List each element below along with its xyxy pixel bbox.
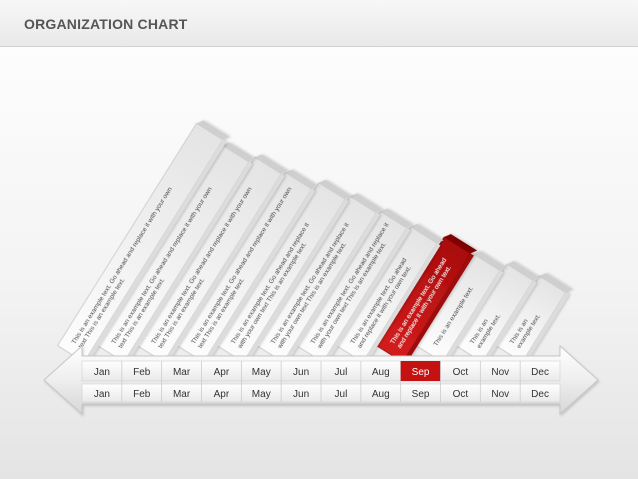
bar-bevel	[196, 120, 230, 140]
month-label-top-jun: Jun	[293, 367, 309, 378]
month-label-bottom-apr: Apr	[214, 389, 230, 400]
month-label-bottom-mar: Mar	[173, 389, 191, 400]
bar-underside	[402, 253, 474, 365]
month-label-top-may: May	[252, 367, 271, 378]
month-label-bottom-jun: Jun	[293, 389, 309, 400]
bar-bevel	[444, 234, 478, 254]
bar-underside	[283, 212, 380, 365]
month-label-bottom-jan: Jan	[94, 389, 110, 400]
highlight-cell	[400, 361, 441, 381]
bar-bevel	[285, 169, 319, 189]
bar-underside	[163, 173, 285, 365]
bar-bevel	[473, 251, 507, 271]
month-label-top-feb: Feb	[133, 367, 151, 378]
month-label-bottom-dec: Dec	[531, 389, 549, 400]
month-label-bottom-jul: Jul	[335, 389, 348, 400]
month-label-top-dec: Dec	[531, 367, 549, 378]
bar-underside	[84, 139, 227, 365]
bar-underside	[362, 243, 441, 365]
month-label-bottom-sep: Sep	[412, 389, 430, 400]
month-label-bottom-nov: Nov	[491, 389, 509, 400]
bar-bevel	[350, 193, 384, 213]
bar-underside	[522, 292, 570, 365]
month-label-top-nov: Nov	[491, 367, 509, 378]
month-label-top-mar: Mar	[173, 367, 191, 378]
month-label-top-apr: Apr	[214, 367, 230, 378]
month-label-top-aug: Aug	[372, 367, 390, 378]
bar-bevel	[539, 273, 573, 293]
month-label-bottom-may: May	[252, 389, 271, 400]
bar-underside	[123, 161, 253, 365]
bar-bevel	[255, 154, 288, 174]
bar-bevel	[410, 223, 444, 244]
month-label-bottom-feb: Feb	[133, 389, 151, 400]
month-label-top-oct: Oct	[453, 367, 469, 378]
bar-underside	[243, 199, 349, 365]
bar-underside	[442, 270, 504, 365]
month-label-top-sep: Sep	[412, 367, 430, 378]
bar-underside	[203, 188, 315, 365]
bar-underside	[323, 228, 411, 365]
month-label-bottom-oct: Oct	[453, 389, 469, 400]
month-label-top-jul: Jul	[335, 367, 348, 378]
page-title: ORGANIZATION CHART	[24, 16, 188, 32]
month-label-bottom-aug: Aug	[372, 389, 390, 400]
title-bar: ORGANIZATION CHART	[0, 0, 638, 47]
bar-bevel	[318, 179, 352, 200]
bar-bevel	[222, 142, 256, 162]
bar-bevel	[506, 261, 540, 281]
bar-bevel	[380, 208, 414, 229]
bar-underside	[482, 280, 537, 365]
month-label-top-jan: Jan	[94, 367, 110, 378]
